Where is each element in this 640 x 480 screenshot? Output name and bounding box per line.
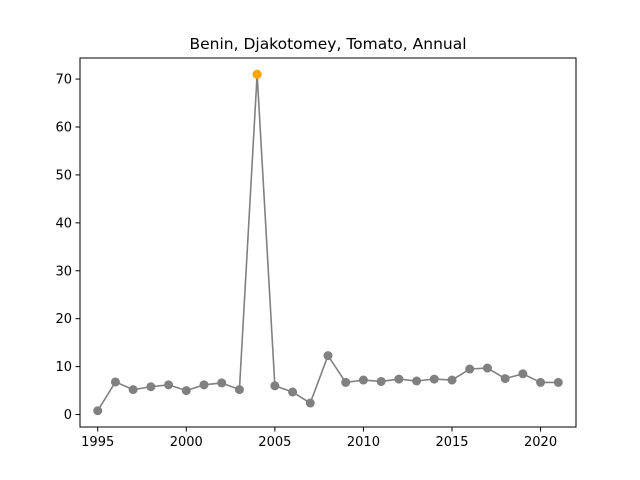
data-point (323, 351, 333, 361)
x-axis: 1995 2000 2005 2010 2015 2020 (81, 427, 557, 450)
data-point (128, 385, 138, 395)
y-tick-label: 20 (55, 312, 72, 327)
data-point (270, 381, 280, 391)
data-point (341, 377, 351, 387)
x-tick-label: 1995 (81, 435, 114, 450)
data-point (234, 385, 244, 395)
data-point (288, 387, 298, 397)
y-axis: 0 10 20 30 40 50 60 70 (55, 73, 80, 423)
x-tick-label: 2015 (435, 435, 468, 450)
series-line (97, 74, 559, 412)
data-point (500, 374, 510, 384)
y-tick-label: 0 (64, 408, 72, 423)
y-tick-label: 10 (55, 360, 72, 375)
data-point (482, 363, 492, 373)
plot-frame (79, 57, 577, 428)
data-point (465, 364, 475, 374)
data-point (518, 369, 528, 379)
data-point (217, 378, 227, 388)
x-tick-label: 2020 (524, 435, 557, 450)
highlight-layer (252, 69, 262, 79)
data-point (394, 374, 404, 384)
data-point (93, 406, 103, 416)
y-tick-label: 50 (55, 168, 72, 183)
data-point (536, 377, 546, 387)
data-point (110, 377, 120, 387)
data-point (553, 377, 563, 387)
y-tick-label: 60 (55, 121, 72, 136)
data-point (447, 375, 457, 385)
data-point (199, 380, 209, 390)
data-point (146, 382, 156, 392)
data-point (429, 374, 439, 384)
y-tick-label: 30 (55, 264, 72, 279)
data-point (164, 380, 174, 390)
x-tick-label: 2010 (347, 435, 380, 450)
y-tick-label: 40 (55, 216, 72, 231)
y-tick-label: 70 (55, 73, 72, 88)
chart-title: Benin, Djakotomey, Tomato, Annual (189, 35, 466, 53)
data-point (305, 398, 315, 408)
data-point (412, 376, 422, 386)
data-point (181, 386, 191, 396)
series-layer (93, 69, 563, 416)
x-tick-label: 2005 (258, 435, 291, 450)
highlight-point (252, 69, 262, 79)
data-point (376, 376, 386, 386)
data-point (358, 375, 368, 385)
x-tick-label: 2000 (170, 435, 203, 450)
